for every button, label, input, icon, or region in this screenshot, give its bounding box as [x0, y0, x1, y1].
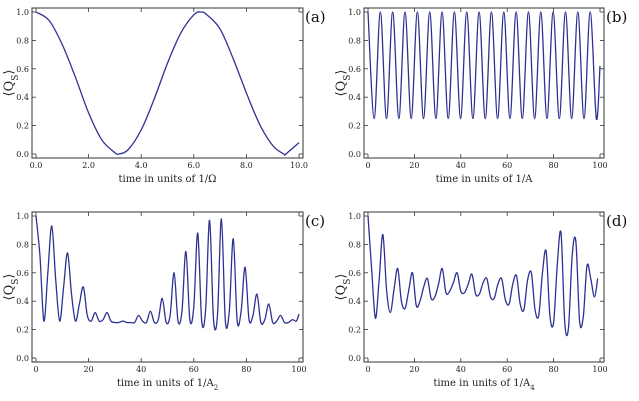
y-tick-label: 1.0: [348, 8, 361, 17]
x-tick-label: 60: [189, 365, 199, 374]
x-tick-label: 0: [33, 365, 38, 374]
panel-label-a: (a): [305, 8, 326, 26]
plot-panel-c: 0 20 40 60 80 100 0.0 0.2 0.4 0.6 0.8 1.0 time in un…: [2, 211, 325, 392]
panel-label-c: (c): [305, 212, 325, 230]
y-tick-label: 1.0: [348, 212, 361, 221]
x-tick-label: 0: [365, 161, 370, 170]
x-tick-label: 0: [365, 365, 370, 374]
plot-panel-d: 0 20 40 60 80 100 0.0 0.2 0.4 0.6 0.8 1.0 time in un…: [334, 211, 627, 392]
series-line-b: [367, 11, 601, 121]
x-tick-label: 6.0: [187, 161, 200, 170]
y-tick-label: 0.4: [16, 297, 29, 306]
x-tick-label: 20: [84, 365, 94, 374]
y-tick-label: 0.6: [348, 65, 361, 74]
plot-frame-a: [31, 7, 304, 159]
y-tick-label: 0.8: [348, 240, 361, 249]
plot-frame-b: [363, 7, 605, 159]
y-tick-label: 0.8: [348, 36, 361, 45]
x-tick-label: 80: [549, 365, 559, 374]
x-axis-label: time in units of 1/Ω: [119, 174, 217, 185]
plot-panel-b: 0 20 40 60 80 100 0.0 0.2 0.4 0.6 0.8 1.0 time in un…: [334, 7, 627, 185]
x-tick-label: 80: [241, 365, 251, 374]
x-tick-label: 100: [592, 365, 607, 374]
x-tick-label: 0.0: [30, 161, 43, 170]
y-tick-label: 0.0: [348, 354, 361, 363]
x-tick-label: 4.0: [135, 161, 148, 170]
x-tick-label: 60: [502, 365, 512, 374]
y-tick-label: 0.0: [16, 150, 29, 159]
panel-label-d: (d): [606, 212, 627, 230]
series-line-c: [35, 215, 300, 331]
y-tick-label: 0.6: [348, 269, 361, 278]
y-tick-label: 0.8: [16, 240, 29, 249]
y-tick-label: 0.4: [348, 93, 361, 102]
x-tick-label: 20: [409, 161, 419, 170]
x-tick-label: 20: [409, 365, 419, 374]
y-tick-label: 0.6: [16, 65, 29, 74]
x-tick-label: 10.0: [290, 161, 308, 170]
y-tick-label: 1.0: [16, 8, 29, 17]
x-axis-label: time in units of 1/A2: [117, 378, 218, 392]
y-tick-label: 0.2: [16, 122, 29, 131]
plot-frame-d: [363, 211, 605, 363]
y-tick-label: 0.2: [16, 326, 29, 335]
y-tick-label: 0.6: [16, 269, 29, 278]
y-tick-label: 0.2: [348, 326, 361, 335]
x-axis-label: time in units of 1/A4: [433, 378, 535, 392]
y-tick-label: 0.4: [348, 297, 361, 306]
y-tick-label: 0.2: [348, 122, 361, 131]
y-tick-label: 0.4: [16, 93, 29, 102]
plot-panel-a: 0.0 2.0 4.0 6.0 8.0 10.0 0.0 0.2 0.4 0.6 0.8 1.0 tim…: [2, 7, 326, 185]
series-line-d: [367, 215, 599, 337]
x-tick-label: 80: [549, 161, 559, 170]
x-tick-label: 60: [502, 161, 512, 170]
y-tick-label: 0.0: [16, 354, 29, 363]
x-tick-label: 40: [456, 365, 466, 374]
x-tick-label: 40: [456, 161, 466, 170]
x-tick-label: 40: [136, 365, 146, 374]
x-axis-label: time in units of 1/A: [436, 174, 534, 185]
plot-frame-c: [31, 211, 304, 363]
y-tick-label: 1.0: [16, 212, 29, 221]
series-line-a: [35, 11, 300, 156]
y-tick-label: 0.8: [16, 36, 29, 45]
x-tick-label: 2.0: [82, 161, 95, 170]
x-tick-label: 8.0: [240, 161, 253, 170]
x-tick-label: 100: [291, 365, 306, 374]
panel-label-b: (b): [606, 8, 627, 26]
x-tick-label: 100: [592, 161, 607, 170]
y-tick-label: 0.0: [348, 150, 361, 159]
